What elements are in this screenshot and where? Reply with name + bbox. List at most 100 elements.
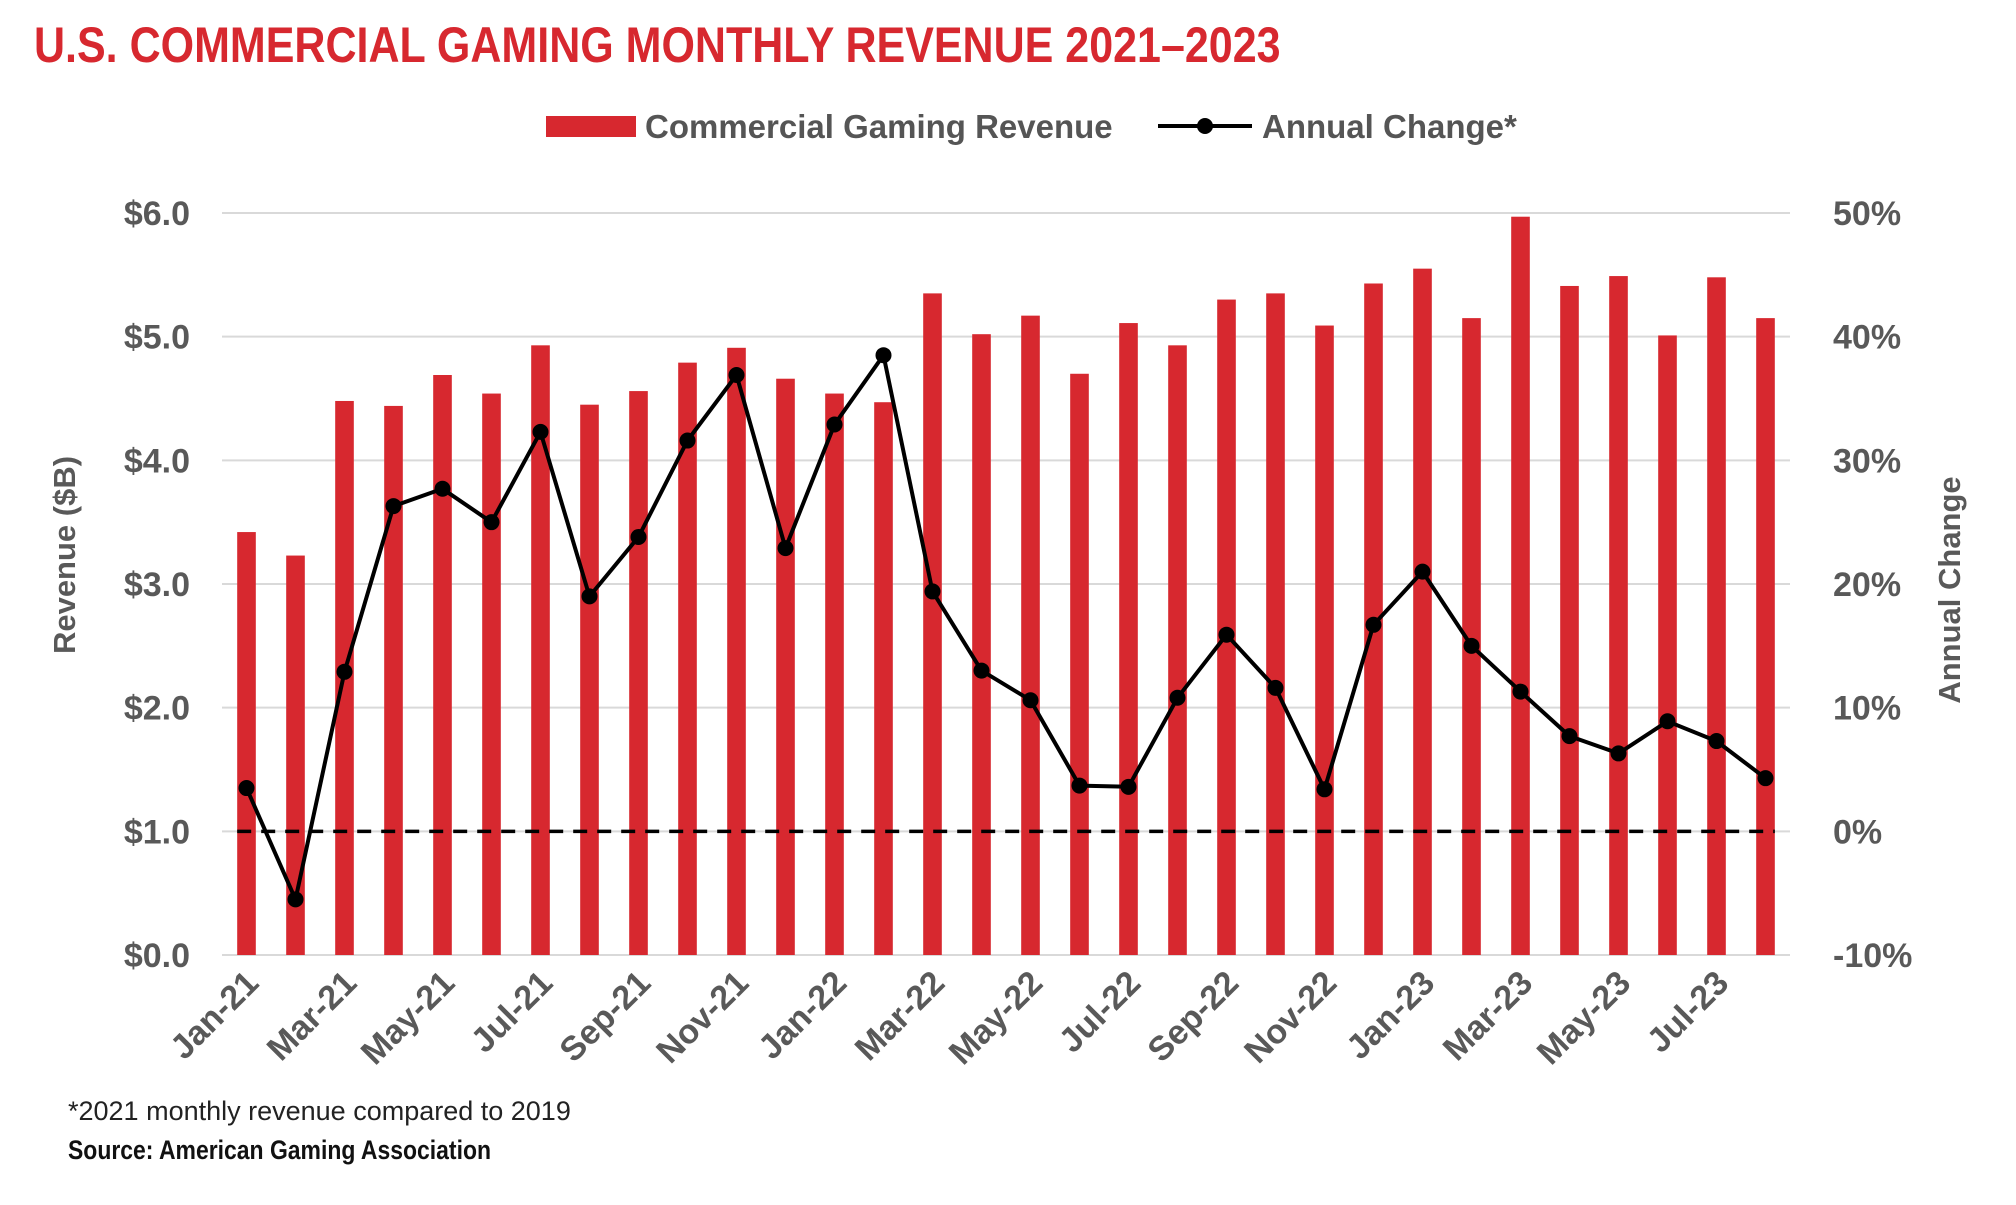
right-axis-title: Annual Change (1932, 476, 1967, 703)
annual-change-point (973, 662, 990, 679)
legend-line-label: Annual Change* (1262, 108, 1517, 145)
revenue-bar (1168, 345, 1187, 955)
annual-change-point (630, 529, 647, 546)
annual-change-point (679, 432, 696, 449)
annual-change-point (1561, 728, 1578, 745)
gridlines (222, 212, 1790, 956)
annual-change-point (434, 480, 451, 497)
revenue-bars (237, 216, 1775, 956)
revenue-bar (1266, 293, 1285, 956)
revenue-bar (678, 362, 697, 955)
right-tick-label: 40% (1833, 319, 1901, 357)
x-tick-label: Jul-22 (1052, 964, 1148, 1060)
annual-change-point (1512, 683, 1529, 700)
revenue-bar (482, 393, 501, 955)
annual-change-point (1120, 778, 1137, 795)
annual-change-point (1659, 713, 1676, 730)
annual-change-path (244, 353, 1767, 902)
annual-change-point (1071, 777, 1088, 794)
revenue-bar (1070, 373, 1089, 955)
revenue-bar (923, 293, 942, 956)
revenue-bar (874, 402, 893, 956)
right-tick-label: -10% (1833, 937, 1912, 975)
x-tick-label: Sep-22 (1140, 964, 1246, 1070)
x-tick-label: May-23 (1530, 964, 1638, 1072)
x-tick-label: May-21 (354, 964, 462, 1072)
annual-change-point (385, 498, 402, 515)
legend-line-marker (1197, 118, 1213, 134)
right-tick-label: 30% (1833, 442, 1901, 480)
left-tick-label: $5.0 (124, 319, 190, 357)
revenue-bar (237, 532, 256, 955)
annual-change-point (581, 588, 598, 605)
right-axis-ticks: -10% 0% 10% 20% 30% 40% 50% (1833, 195, 1912, 975)
revenue-bar (727, 347, 746, 956)
annual-change-point (1316, 781, 1333, 798)
revenue-bar (1511, 216, 1530, 955)
left-tick-label: $4.0 (124, 442, 190, 480)
x-tick-label: Jul-23 (1640, 964, 1736, 1060)
axis-titles: Revenue ($B) Annual Change (47, 456, 1967, 704)
revenue-bar (384, 405, 403, 955)
x-tick-label: May-22 (942, 964, 1050, 1072)
annual-change-point (1757, 770, 1774, 787)
annual-change-line (238, 347, 1774, 908)
x-tick-label: Nov-21 (649, 964, 756, 1071)
left-axis-ticks: $0.0 $1.0 $2.0 $3.0 $4.0 $5.0 $6.0 (124, 195, 190, 975)
annual-change-point (532, 423, 549, 440)
annual-change-point (287, 891, 304, 908)
chart-title: U.S. COMMERCIAL GAMING MONTHLY REVENUE 2… (34, 17, 1281, 73)
annual-change-point (777, 540, 794, 557)
annual-change-point (1218, 626, 1235, 643)
x-tick-label: Nov-22 (1237, 964, 1344, 1071)
legend-bar-swatch (546, 116, 636, 137)
left-tick-label: $2.0 (124, 690, 190, 728)
annual-change-point (1414, 563, 1431, 580)
left-tick-label: $0.0 (124, 937, 190, 975)
annual-change-point (728, 367, 745, 384)
revenue-bar (531, 345, 550, 955)
annual-change-point (1267, 679, 1284, 696)
footnote: *2021 monthly revenue compared to 2019 (68, 1096, 571, 1126)
annual-change-point (1169, 689, 1186, 706)
annual-change-point (483, 514, 500, 531)
revenue-bar (286, 555, 305, 955)
revenue-bar (433, 375, 452, 956)
revenue-bar (1462, 318, 1481, 955)
revenue-bar (1021, 315, 1040, 956)
annual-change-point (875, 347, 892, 364)
revenue-bar (1609, 276, 1628, 955)
revenue-bar (972, 334, 991, 955)
annual-change-point (1708, 733, 1725, 750)
annual-change-point (826, 416, 843, 433)
revenue-bar (1756, 318, 1775, 955)
revenue-bar (629, 391, 648, 956)
left-tick-label: $1.0 (124, 813, 190, 851)
annual-change-point (1365, 616, 1382, 633)
annual-change-point (1463, 637, 1480, 654)
revenue-bar (1413, 268, 1432, 955)
right-tick-label: 20% (1833, 566, 1901, 604)
x-tick-label: Jan-21 (163, 964, 266, 1067)
left-axis-title: Revenue ($B) (47, 456, 82, 654)
revenue-bar (1560, 285, 1579, 955)
x-tick-label: Mar-23 (1436, 964, 1540, 1068)
annual-change-point (336, 663, 353, 680)
left-tick-label: $6.0 (124, 195, 190, 233)
annual-change-point (1610, 745, 1627, 762)
revenue-bar (580, 404, 599, 955)
source-note: Source: American Gaming Association (68, 1135, 491, 1165)
x-tick-label: Mar-21 (260, 964, 364, 1068)
revenue-bar (776, 378, 795, 955)
annual-change-point (924, 583, 941, 600)
revenue-bar (1707, 277, 1726, 956)
left-tick-label: $3.0 (124, 566, 190, 604)
legend: Commercial Gaming Revenue Annual Change* (546, 108, 1517, 145)
x-tick-label: Sep-21 (552, 964, 658, 1070)
revenue-bar (1315, 325, 1334, 956)
x-tick-label: Jul-21 (464, 964, 560, 1060)
annual-change-point (238, 780, 255, 797)
revenue-bar (825, 393, 844, 955)
